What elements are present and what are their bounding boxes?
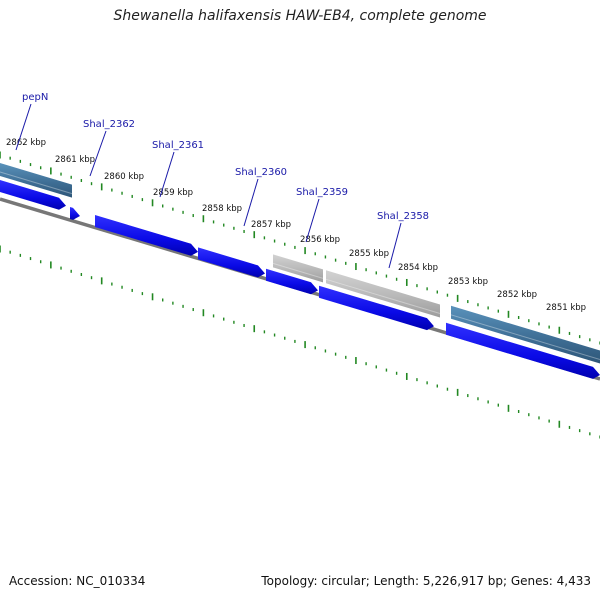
gene-block-shal-2359 (273, 254, 323, 283)
tick-marks-layer (0, 151, 600, 439)
gene-label-leader (243, 178, 259, 227)
gene-label-leader (89, 130, 107, 177)
feature-tracks-layer (0, 163, 600, 379)
tick-label: 2855 kbp (349, 249, 389, 259)
gene-label-leader (388, 222, 402, 269)
lower-tick-row (0, 245, 600, 439)
gene-label: Shal_2359 (296, 187, 348, 198)
cds-arrow-shal-2357 (446, 322, 600, 379)
tick-label: 2852 kbp (497, 290, 537, 300)
tick-label: 2861 kbp (55, 155, 95, 165)
gene-block-shal-2357 (451, 305, 600, 364)
gene-label-leader (159, 151, 175, 198)
cds-arrow-shal-2359b (266, 268, 318, 295)
gene-label: Shal_2360 (235, 167, 287, 178)
cds-arrow-shal-2358b (319, 285, 434, 331)
tick-label: 2859 kbp (153, 188, 193, 198)
tick-label: 2853 kbp (448, 277, 488, 287)
tick-label: 2851 kbp (546, 303, 586, 313)
map-title: Shewanella halifaxensis HAW-EB4, complet… (113, 8, 487, 24)
gene-label-leader (15, 103, 32, 151)
cds-arrow-shal-2360 (198, 247, 265, 278)
tick-label: 2854 kbp (398, 263, 438, 273)
gene-block-shal-2358 (326, 270, 440, 318)
gene-block-shal-2357-highlight (450, 314, 600, 360)
upper-tick-row (0, 151, 600, 345)
gene-block-pepN (0, 163, 72, 198)
cds-arrow-shal-2362 (70, 207, 80, 220)
gene-label: Shal_2362 (83, 119, 135, 130)
tick-label: 2860 kbp (104, 172, 144, 182)
cds-arrow-pepN (0, 180, 66, 210)
gene-block-pepN-highlight (0, 171, 73, 195)
gene-label: Shal_2358 (377, 211, 429, 222)
gene-label: Shal_2361 (152, 140, 204, 151)
tick-label: 2856 kbp (300, 235, 340, 245)
tick-label: 2858 kbp (202, 204, 242, 214)
cds-arrow-shal-2361 (95, 215, 198, 256)
tick-label: 2857 kbp (251, 220, 291, 230)
gene-label: pepN (22, 92, 48, 103)
gene-block-shal-2358-highlight (325, 278, 441, 314)
topology-text: Topology: circular; Length: 5,226,917 bp… (261, 574, 591, 588)
gene-label-leader (305, 198, 320, 243)
accession-text: Accession: NC_010334 (9, 574, 146, 588)
tick-label: 2862 kbp (6, 138, 46, 148)
labels-layer: 2862 kbp 2861 kbp 2860 kbp 2859 kbp 2858 kbp… (6, 92, 586, 313)
gene-block-shal-2359-highlight (272, 262, 324, 279)
